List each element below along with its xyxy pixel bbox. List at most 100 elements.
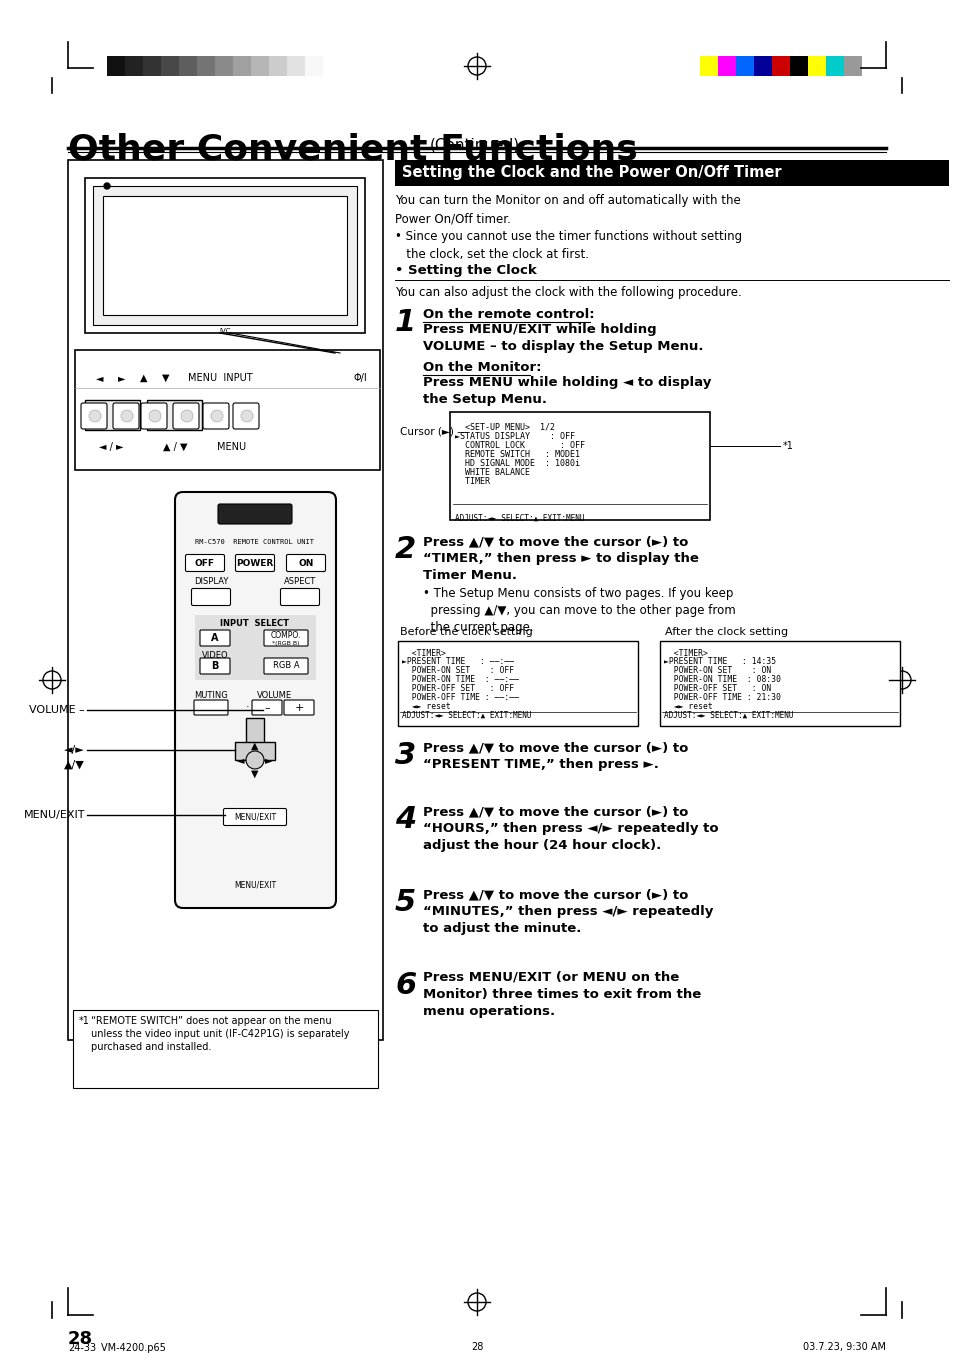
Text: ▲/▼: ▲/▼ — [64, 760, 85, 770]
Text: COMPO.: COMPO. — [271, 632, 301, 640]
Text: MENU: MENU — [217, 442, 246, 452]
Text: Press MENU/EXIT while holding
VOLUME – to display the Setup Menu.: Press MENU/EXIT while holding VOLUME – t… — [422, 323, 702, 353]
Text: Cursor (►) —: Cursor (►) — — [399, 428, 467, 437]
Text: ►PRESENT TIME   : 14:35: ►PRESENT TIME : 14:35 — [663, 658, 776, 666]
Text: • The Setup Menu consists of two pages. If you keep
  pressing ▲/▼, you can move: • The Setup Menu consists of two pages. … — [422, 587, 735, 635]
Circle shape — [211, 410, 223, 422]
FancyBboxPatch shape — [264, 630, 308, 645]
Circle shape — [89, 410, 101, 422]
Text: –: – — [264, 704, 270, 713]
Bar — [718, 55, 735, 76]
Text: ◄► reset: ◄► reset — [663, 702, 712, 710]
Text: 28: 28 — [68, 1330, 93, 1348]
Text: ▼: ▼ — [162, 373, 170, 383]
Text: 1: 1 — [395, 308, 416, 337]
Text: MUTING: MUTING — [193, 691, 228, 701]
Text: POWER-OFF SET   : OFF: POWER-OFF SET : OFF — [401, 685, 514, 693]
Bar — [147, 400, 202, 430]
Text: (Continued): (Continued) — [430, 138, 519, 153]
Circle shape — [181, 410, 193, 422]
Bar — [85, 400, 140, 430]
Text: Setting the Clock and the Power On/Off Timer: Setting the Clock and the Power On/Off T… — [401, 165, 781, 180]
Text: ▲ / ▼: ▲ / ▼ — [163, 442, 187, 452]
Text: POWER-ON SET    : OFF: POWER-ON SET : OFF — [401, 666, 514, 675]
Text: REMOTE SWITCH   : MODE1: REMOTE SWITCH : MODE1 — [455, 451, 579, 459]
Text: Press ▲/▼ to move the cursor (►) to
“TIMER,” then press ► to display the
Timer M: Press ▲/▼ to move the cursor (►) to “TIM… — [422, 534, 699, 582]
Text: OFF: OFF — [194, 559, 214, 567]
Bar — [85, 179, 365, 333]
Text: Press MENU while holding ◄ to display
the Setup Menu.: Press MENU while holding ◄ to display th… — [422, 376, 711, 406]
Text: VIDEO: VIDEO — [201, 651, 228, 659]
Text: ▲: ▲ — [140, 373, 148, 383]
Bar — [305, 55, 323, 76]
Text: *1: *1 — [79, 1016, 90, 1026]
Text: After the clock setting: After the clock setting — [664, 626, 787, 637]
Text: Press ▲/▼ to move the cursor (►) to
“HOURS,” then press ◄/► repeatedly to
adjust: Press ▲/▼ to move the cursor (►) to “HOU… — [422, 805, 718, 852]
Bar — [753, 55, 771, 76]
FancyBboxPatch shape — [141, 403, 167, 429]
Text: ADJUST:◄► SELECT:▲ EXIT:MENU: ADJUST:◄► SELECT:▲ EXIT:MENU — [663, 710, 793, 720]
Bar — [395, 160, 948, 185]
Bar — [161, 55, 179, 76]
Text: ◄ / ►: ◄ / ► — [99, 442, 123, 452]
Bar — [450, 413, 709, 520]
Circle shape — [241, 410, 253, 422]
Text: ►: ► — [118, 373, 126, 383]
FancyBboxPatch shape — [286, 555, 325, 571]
Text: On the remote control:: On the remote control: — [422, 308, 594, 321]
FancyBboxPatch shape — [185, 555, 224, 571]
Text: CONTROL LOCK       : OFF: CONTROL LOCK : OFF — [455, 441, 584, 451]
Bar — [107, 55, 125, 76]
Text: ▼: ▼ — [251, 769, 258, 779]
FancyBboxPatch shape — [264, 658, 308, 674]
Text: WHITE BALANCE: WHITE BALANCE — [455, 468, 530, 478]
Bar — [825, 55, 843, 76]
Text: <TIMER>: <TIMER> — [663, 649, 707, 658]
Text: *(RGB B): *(RGB B) — [272, 640, 299, 645]
FancyBboxPatch shape — [223, 809, 286, 825]
Text: Φ/I: Φ/I — [353, 373, 367, 383]
Text: ►PRESENT TIME   : ––:––: ►PRESENT TIME : ––:–– — [401, 658, 514, 666]
Text: You can turn the Monitor on and off automatically with the
Power On/Off timer.: You can turn the Monitor on and off auto… — [395, 193, 740, 225]
Text: POWER-ON TIME  : ––:––: POWER-ON TIME : ––:–– — [401, 675, 518, 685]
Text: JVC: JVC — [219, 327, 231, 334]
Text: A: A — [211, 633, 218, 643]
Circle shape — [246, 751, 264, 769]
Bar — [233, 55, 251, 76]
FancyBboxPatch shape — [280, 589, 319, 606]
Text: Press MENU/EXIT (or MENU on the
Monitor) three times to exit from the
menu opera: Press MENU/EXIT (or MENU on the Monitor)… — [422, 971, 700, 1017]
Text: 28: 28 — [471, 1342, 482, 1352]
FancyBboxPatch shape — [284, 700, 314, 714]
Text: INPUT  SELECT: INPUT SELECT — [220, 618, 289, 628]
Bar — [194, 616, 315, 681]
FancyBboxPatch shape — [218, 505, 292, 524]
Text: ◄: ◄ — [237, 755, 245, 764]
Text: ON: ON — [298, 559, 314, 567]
FancyBboxPatch shape — [193, 700, 228, 714]
Text: <TIMER>: <TIMER> — [401, 649, 445, 658]
Bar — [397, 641, 638, 727]
Text: HD SIGNAL MODE  : 1080i: HD SIGNAL MODE : 1080i — [455, 459, 579, 468]
FancyBboxPatch shape — [200, 630, 230, 645]
Bar — [700, 55, 718, 76]
Bar — [234, 741, 274, 760]
Bar — [143, 55, 161, 76]
Bar — [659, 641, 899, 727]
FancyBboxPatch shape — [233, 403, 258, 429]
FancyBboxPatch shape — [174, 492, 335, 908]
Text: • Since you cannot use the timer functions without setting
   the clock, set the: • Since you cannot use the timer functio… — [395, 230, 741, 261]
Text: 4: 4 — [395, 805, 416, 833]
Text: DISPLAY: DISPLAY — [193, 578, 228, 586]
Text: POWER-ON TIME  : 08:30: POWER-ON TIME : 08:30 — [663, 675, 781, 685]
Text: 24-33_VM-4200.p65: 24-33_VM-4200.p65 — [68, 1342, 166, 1353]
Bar — [75, 350, 379, 469]
Bar — [214, 55, 233, 76]
Text: ►STATUS DISPLAY    : OFF: ►STATUS DISPLAY : OFF — [455, 432, 575, 441]
FancyBboxPatch shape — [112, 403, 139, 429]
Text: ◄/►: ◄/► — [64, 746, 85, 755]
Bar — [125, 55, 143, 76]
Bar — [807, 55, 825, 76]
Text: ▲: ▲ — [251, 741, 258, 751]
Bar — [179, 55, 196, 76]
Text: MENU/EXIT: MENU/EXIT — [233, 881, 275, 889]
